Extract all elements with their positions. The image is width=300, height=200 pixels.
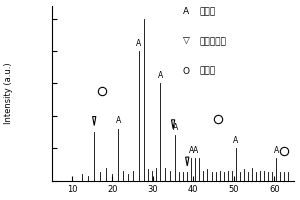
Y-axis label: Intensity (a.u.): Intensity (a.u.) [4, 62, 13, 124]
Text: 三氧化二铁: 三氧化二铁 [200, 37, 227, 46]
Text: A: A [274, 146, 279, 155]
Text: A: A [116, 116, 121, 125]
Text: A: A [172, 123, 178, 132]
Text: 钙霞石: 钙霞石 [200, 7, 216, 16]
Text: A: A [183, 7, 189, 16]
Text: A: A [158, 71, 163, 80]
Text: A: A [189, 146, 194, 155]
Text: A: A [193, 146, 198, 155]
Text: A: A [233, 136, 238, 145]
Text: ▽: ▽ [183, 37, 190, 46]
Text: A: A [136, 39, 141, 48]
Text: 氧化锰: 氧化锰 [200, 67, 216, 76]
Text: O: O [183, 67, 190, 76]
